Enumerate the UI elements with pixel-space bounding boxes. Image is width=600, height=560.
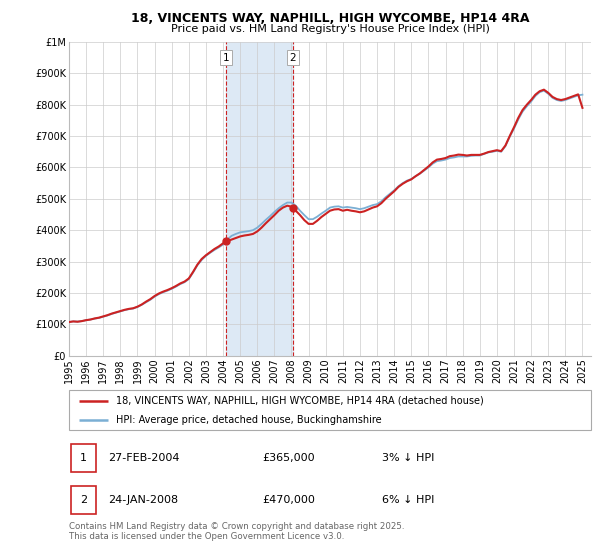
Text: Contains HM Land Registry data © Crown copyright and database right 2025.
This d: Contains HM Land Registry data © Crown c… xyxy=(69,522,404,542)
Text: 27-FEB-2004: 27-FEB-2004 xyxy=(108,454,179,463)
Text: £365,000: £365,000 xyxy=(262,454,315,463)
FancyBboxPatch shape xyxy=(71,444,96,473)
Text: Price paid vs. HM Land Registry's House Price Index (HPI): Price paid vs. HM Land Registry's House … xyxy=(170,24,490,34)
Text: 24-JAN-2008: 24-JAN-2008 xyxy=(108,495,178,505)
Text: 18, VINCENTS WAY, NAPHILL, HIGH WYCOMBE, HP14 4RA: 18, VINCENTS WAY, NAPHILL, HIGH WYCOMBE,… xyxy=(131,12,529,25)
Text: 18, VINCENTS WAY, NAPHILL, HIGH WYCOMBE, HP14 4RA (detached house): 18, VINCENTS WAY, NAPHILL, HIGH WYCOMBE,… xyxy=(116,396,484,405)
Bar xyxy=(226,42,293,356)
Text: HPI: Average price, detached house, Buckinghamshire: HPI: Average price, detached house, Buck… xyxy=(116,415,382,425)
FancyBboxPatch shape xyxy=(71,486,96,514)
Text: 2: 2 xyxy=(80,495,87,505)
FancyBboxPatch shape xyxy=(69,390,591,430)
Text: 1: 1 xyxy=(80,454,87,463)
Text: 2: 2 xyxy=(290,53,296,63)
Text: 3% ↓ HPI: 3% ↓ HPI xyxy=(382,454,434,463)
Text: £470,000: £470,000 xyxy=(262,495,315,505)
Text: 1: 1 xyxy=(223,53,229,63)
Text: 6% ↓ HPI: 6% ↓ HPI xyxy=(382,495,434,505)
